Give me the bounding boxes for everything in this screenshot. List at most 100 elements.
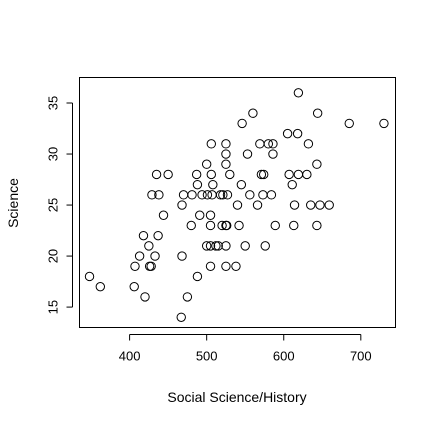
data-point xyxy=(268,149,278,159)
data-point xyxy=(192,271,203,282)
data-point xyxy=(191,169,202,180)
data-point xyxy=(284,169,294,180)
y-tick-label: 15 xyxy=(46,300,61,314)
plot-frame xyxy=(79,77,396,328)
data-point xyxy=(270,220,280,231)
data-point xyxy=(146,261,156,271)
data-point xyxy=(302,169,312,180)
data-point xyxy=(163,169,173,180)
data-point xyxy=(176,312,186,322)
data-point xyxy=(134,251,145,261)
data-point xyxy=(213,241,223,251)
data-point xyxy=(186,220,196,231)
data-point xyxy=(205,241,216,251)
data-point xyxy=(324,200,334,210)
data-point xyxy=(205,220,216,231)
data-point xyxy=(217,220,227,231)
y-axis: 15 20 25 30 35 xyxy=(46,96,73,314)
data-point xyxy=(237,118,247,129)
data-point xyxy=(144,241,154,251)
data-point xyxy=(266,190,277,200)
data-point xyxy=(177,200,187,210)
y-tick-label: 30 xyxy=(46,147,61,161)
data-point xyxy=(215,190,226,200)
data-point xyxy=(293,88,304,98)
y-tick-label: 35 xyxy=(46,96,61,110)
data-point xyxy=(234,220,244,231)
data-point xyxy=(195,210,205,220)
data-point xyxy=(248,108,258,118)
data-point xyxy=(206,169,216,180)
data-point xyxy=(259,169,269,180)
data-point xyxy=(129,281,139,292)
x-tick-label: 600 xyxy=(273,349,295,364)
data-point xyxy=(225,169,235,180)
data-point xyxy=(303,139,314,149)
data-point xyxy=(205,261,216,271)
data-point xyxy=(282,128,293,139)
data-point xyxy=(147,190,157,200)
data-point xyxy=(252,200,263,210)
x-tick-label: 700 xyxy=(350,349,372,364)
data-point xyxy=(206,139,216,149)
data-point xyxy=(211,241,221,251)
x-tick-label: 400 xyxy=(119,349,141,364)
data-point xyxy=(95,281,106,292)
data-point xyxy=(150,251,160,261)
data-point xyxy=(178,190,189,200)
data-point xyxy=(312,159,322,169)
data-point xyxy=(258,190,268,200)
data-point xyxy=(154,190,164,200)
data-point xyxy=(84,271,95,282)
data-point xyxy=(205,210,216,220)
data-point xyxy=(177,251,187,261)
data-point xyxy=(221,149,231,159)
data-point xyxy=(222,190,233,200)
data-point xyxy=(201,159,212,169)
data-point xyxy=(140,292,150,302)
data-point xyxy=(287,179,297,190)
data-point xyxy=(344,118,354,129)
data-point xyxy=(293,169,304,180)
data-point xyxy=(256,169,267,180)
x-axis-label: Social Science/History xyxy=(167,389,306,405)
data-point xyxy=(242,149,253,159)
data-point xyxy=(306,200,316,210)
data-point xyxy=(289,220,299,231)
data-point xyxy=(221,139,231,149)
data-point xyxy=(151,169,162,180)
data-point xyxy=(289,200,300,210)
data-point xyxy=(240,241,250,251)
data-point xyxy=(260,241,270,251)
x-tick-label: 500 xyxy=(196,349,218,364)
data-point xyxy=(202,190,213,200)
data-point xyxy=(221,159,231,169)
data-point xyxy=(138,230,149,241)
data-point xyxy=(255,139,265,149)
data-point xyxy=(263,139,274,149)
data-point xyxy=(201,241,212,251)
data-point xyxy=(221,261,231,271)
data-point xyxy=(153,230,163,241)
y-axis-label: Science xyxy=(5,178,21,228)
data-point xyxy=(232,200,243,210)
data-point xyxy=(236,179,247,190)
data-point xyxy=(182,292,193,302)
data-points xyxy=(84,88,389,322)
data-point xyxy=(245,190,255,200)
data-point xyxy=(231,261,241,271)
data-point xyxy=(208,179,218,190)
data-point xyxy=(312,220,322,231)
data-point xyxy=(292,128,303,139)
y-tick-label: 20 xyxy=(46,249,61,263)
data-point xyxy=(221,241,231,251)
data-point xyxy=(192,179,203,190)
data-point xyxy=(197,190,207,200)
data-point xyxy=(187,190,197,200)
data-point xyxy=(222,220,232,231)
data-point xyxy=(158,210,169,220)
y-tick-label: 25 xyxy=(46,198,61,212)
data-point xyxy=(218,190,228,200)
